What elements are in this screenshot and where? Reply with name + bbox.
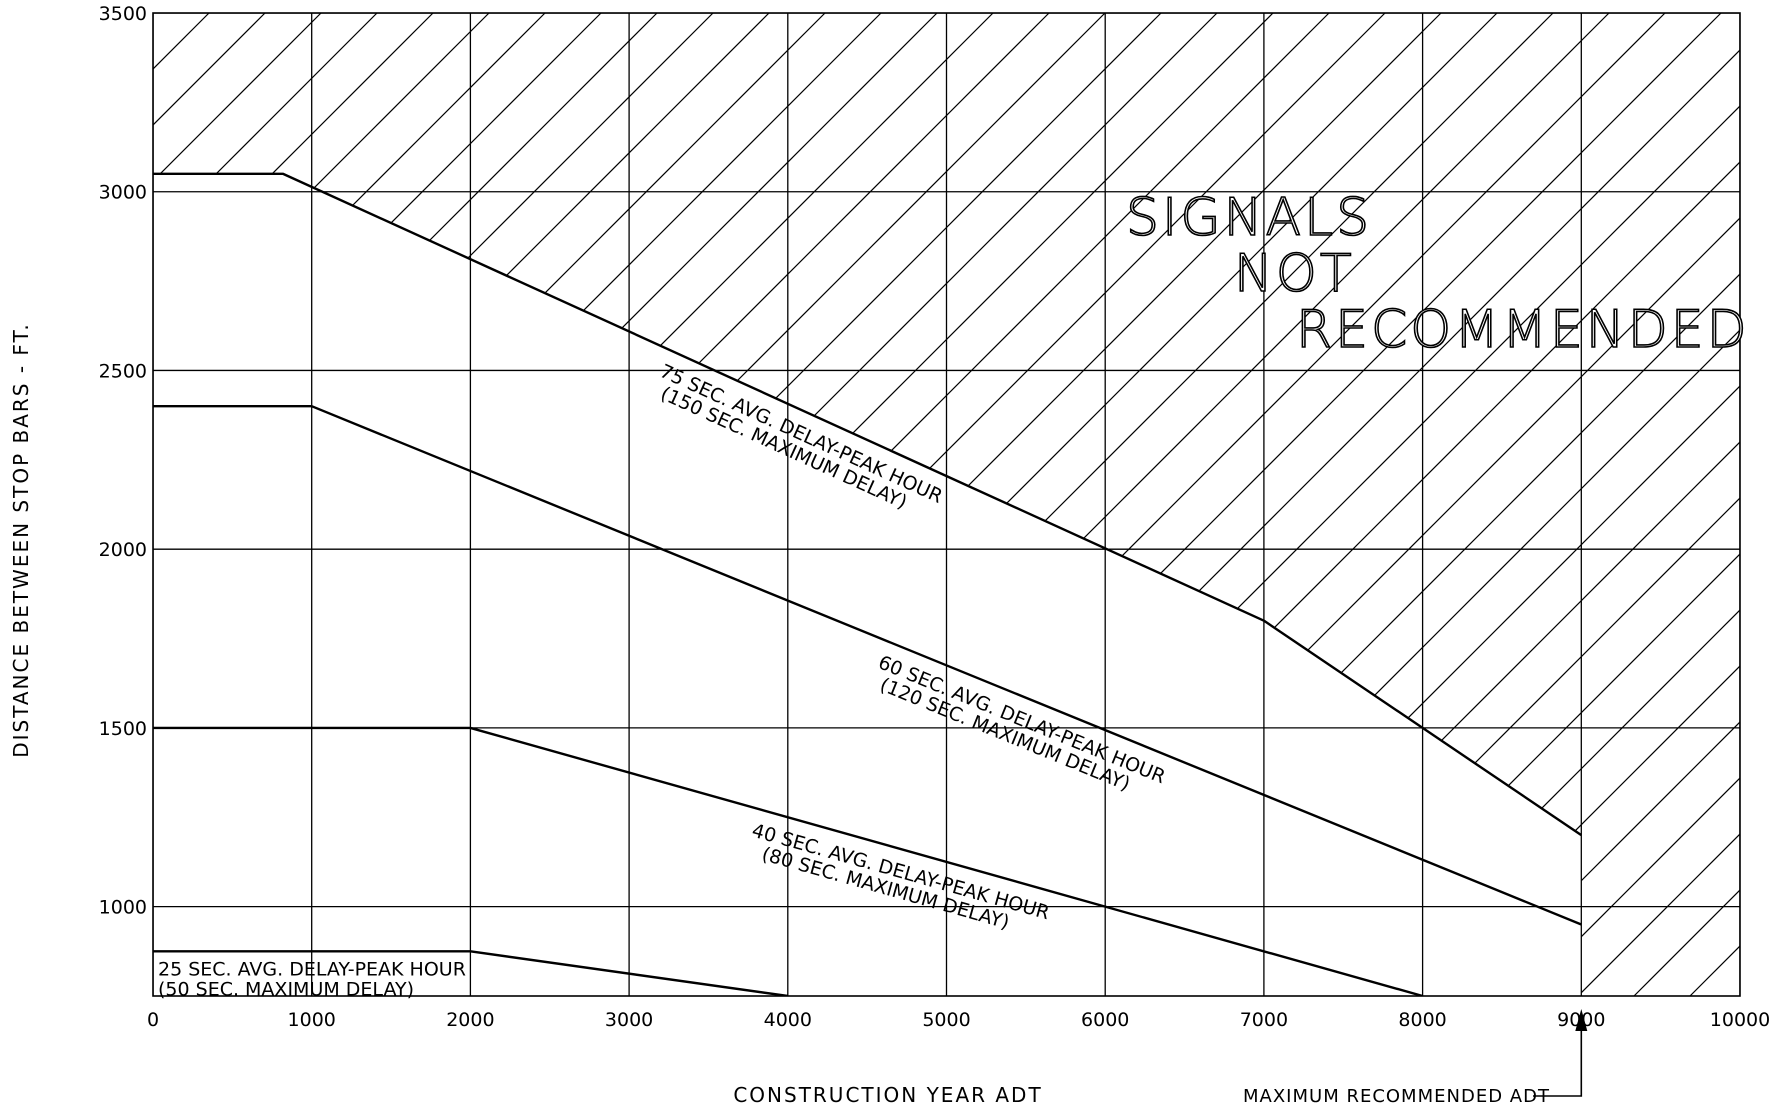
x-tick-label: 8000 [1398,1009,1446,1031]
y-tick-label: 1000 [99,897,147,919]
hatch-line [1241,13,1740,996]
curve-label-2: 60 SEC. AVG. DELAY-PEAK HOUR(120 SEC. MA… [875,651,1168,796]
hatch-line [1577,13,1740,996]
y-tick-label: 2500 [99,360,147,382]
curve-label-line-1: 25 SEC. AVG. DELAY-PEAK HOUR [158,958,466,980]
curve-label-line-1: 75 SEC. AVG. DELAY-PEAK HOUR [656,360,945,508]
curve-label-line-1: 60 SEC. AVG. DELAY-PEAK HOUR [875,651,1168,788]
hatch-line [153,13,1106,996]
hatch-line [1746,13,1772,996]
y-tick-label: 1500 [99,718,147,740]
hatch-line [849,13,1740,996]
series-line-3 [153,726,1423,996]
hatch-line [1409,13,1740,996]
hatch-line [153,13,322,996]
hatch-line [153,13,266,996]
hatch-line [153,13,602,996]
hatch-line [961,13,1740,996]
x-tick-label: 7000 [1240,1009,1288,1031]
hatch-line [153,13,658,996]
grid [153,13,1740,996]
curve-label-3: 40 SEC. AVG. DELAY-PEAK HOUR(80 SEC. MAX… [749,820,1051,934]
x-tick-label: 2000 [446,1009,494,1031]
max-adt-annotation: MAXIMUM RECOMMENDED ADT [1243,1009,1588,1107]
hatch-line [1689,13,1740,996]
hatch-line [153,13,714,996]
hatch-line [153,13,882,996]
hatch-line [153,13,490,996]
x-tick-label: 6000 [1081,1009,1129,1031]
series [153,172,1582,996]
hatch-line [153,13,826,996]
x-tick-label: 10000 [1710,1009,1770,1031]
hatch-line [177,13,1162,996]
hatch-line [457,13,1442,996]
max-adt-leader-line [1533,1023,1583,1097]
y-tick-label: 3500 [99,3,147,25]
hatch-line [905,13,1740,996]
max-adt-annotation-text: MAXIMUM RECOMMENDED ADT [1243,1086,1550,1107]
hatch-line [1465,13,1740,996]
x-axis-title: CONSTRUCTION YEAR ADT [733,1083,1042,1107]
curve-labels: 75 SEC. AVG. DELAY-PEAK HOUR(150 SEC. MA… [158,360,1168,1000]
hatch-line [233,13,1218,996]
x-tick-label: 5000 [922,1009,970,1031]
region-label-line-1: SIGNALS [1126,188,1372,248]
y-tick-label: 3000 [99,182,147,204]
series-line-1 [153,172,1582,837]
plot-frame [152,12,1741,997]
hatch-line [153,13,378,996]
hatch-line [1521,13,1740,996]
x-tick-label: 1000 [288,1009,336,1031]
x-tick-label: 0 [147,1009,159,1031]
y-axis-title: DISTANCE BETWEEN STOP BARS - FT. [9,322,33,758]
hatch-line [1297,13,1740,996]
hatch-line [1185,13,1740,996]
hatch-line [153,13,546,996]
tick-labels: 0100020003000400050006000700080009000100… [99,3,1771,1031]
region-label-line-3: RECOMMENDED [1296,300,1750,360]
hatch-line [1129,13,1740,996]
hatch-line [1353,13,1740,996]
x-tick-label: 3000 [605,1009,653,1031]
curve-label-line-2: (120 SEC. MAXIMUM DELAY) [877,674,1134,796]
region-label-line-2: NOT [1234,244,1355,304]
hatch-line [793,13,1740,996]
hatch-line [1633,13,1740,996]
curve-label-line-2: (50 SEC. MAXIMUM DELAY) [158,978,414,1000]
hatch-line [513,13,1498,996]
curve-label-4: 25 SEC. AVG. DELAY-PEAK HOUR(50 SEC. MAX… [158,958,466,1000]
series-line-2 [153,405,1582,926]
max-adt-arrow-icon [1575,1009,1588,1031]
y-tick-label: 2000 [99,539,147,561]
series-line-4 [153,950,788,996]
hatch-line [569,13,1554,996]
hatch-line [153,13,434,996]
region-label: SIGNALS NOT RECOMMENDED [1125,187,1750,361]
x-tick-label: 4000 [764,1009,812,1031]
hatch-line [153,13,770,996]
